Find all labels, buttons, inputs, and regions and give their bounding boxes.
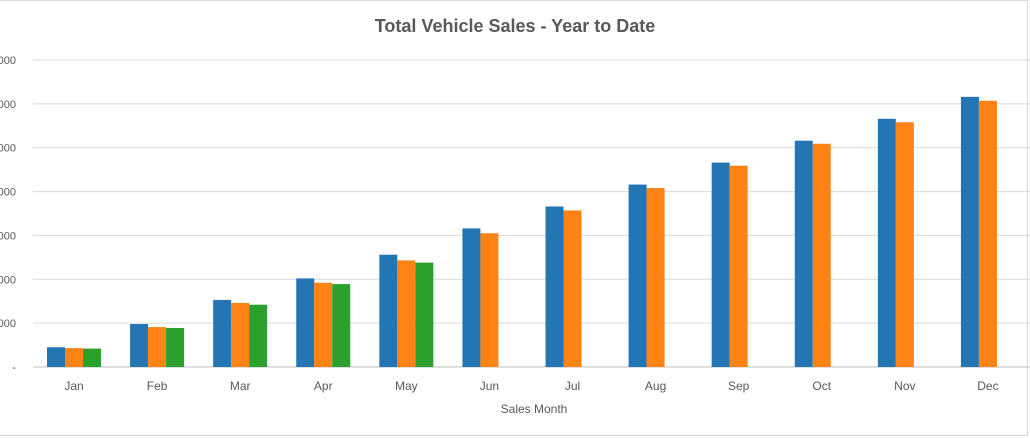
bar bbox=[628, 184, 647, 367]
bar bbox=[480, 233, 499, 367]
y-tick-label: 000 bbox=[0, 274, 16, 286]
bar bbox=[83, 348, 101, 367]
bar bbox=[332, 284, 351, 367]
bar bbox=[415, 262, 434, 367]
bar bbox=[729, 165, 748, 367]
bar bbox=[545, 206, 564, 367]
y-tick-label: - bbox=[12, 362, 16, 374]
bar bbox=[895, 122, 914, 367]
y-tick-label: 000 bbox=[0, 230, 16, 242]
bar bbox=[812, 143, 831, 367]
bar bbox=[794, 140, 813, 367]
bar bbox=[646, 188, 665, 367]
x-tick-label: Dec bbox=[977, 379, 998, 393]
bar bbox=[148, 327, 167, 367]
bar bbox=[296, 278, 315, 367]
x-tick-label: Jun bbox=[480, 379, 499, 393]
y-tick-label: 000 bbox=[0, 143, 16, 155]
bar bbox=[563, 210, 582, 367]
bar bbox=[978, 100, 997, 367]
x-tick-label: Oct bbox=[812, 379, 831, 393]
bar bbox=[47, 347, 65, 367]
x-tick-label: Feb bbox=[147, 379, 168, 393]
bar bbox=[379, 254, 398, 367]
x-tick-label: Nov bbox=[894, 379, 915, 393]
bar bbox=[65, 348, 83, 367]
bar bbox=[249, 304, 268, 367]
bar bbox=[231, 302, 250, 367]
bar bbox=[462, 228, 481, 367]
bar bbox=[877, 118, 896, 367]
x-tick-label: Apr bbox=[314, 379, 333, 393]
bar bbox=[960, 96, 979, 367]
bar bbox=[213, 299, 232, 367]
y-tick-label: 000 bbox=[0, 99, 16, 111]
x-tick-label: Jan bbox=[64, 379, 83, 393]
bar bbox=[397, 260, 416, 367]
x-tick-label: Sep bbox=[728, 379, 750, 393]
chart-title: Total Vehicle Sales - Year to Date bbox=[374, 16, 656, 36]
bar bbox=[166, 327, 185, 367]
x-axis-title: Sales Month bbox=[500, 402, 568, 416]
y-tick-label: 000 bbox=[0, 187, 16, 199]
bar bbox=[314, 282, 333, 367]
x-tick-label: Mar bbox=[230, 379, 251, 393]
y-tick-label: 000 bbox=[0, 55, 16, 67]
x-tick-label: Jul bbox=[565, 379, 580, 393]
bar bbox=[130, 324, 149, 367]
x-tick-label: May bbox=[395, 379, 418, 393]
x-tick-label: Aug bbox=[645, 379, 666, 393]
y-tick-label: 000 bbox=[0, 318, 16, 330]
bar bbox=[711, 162, 730, 367]
